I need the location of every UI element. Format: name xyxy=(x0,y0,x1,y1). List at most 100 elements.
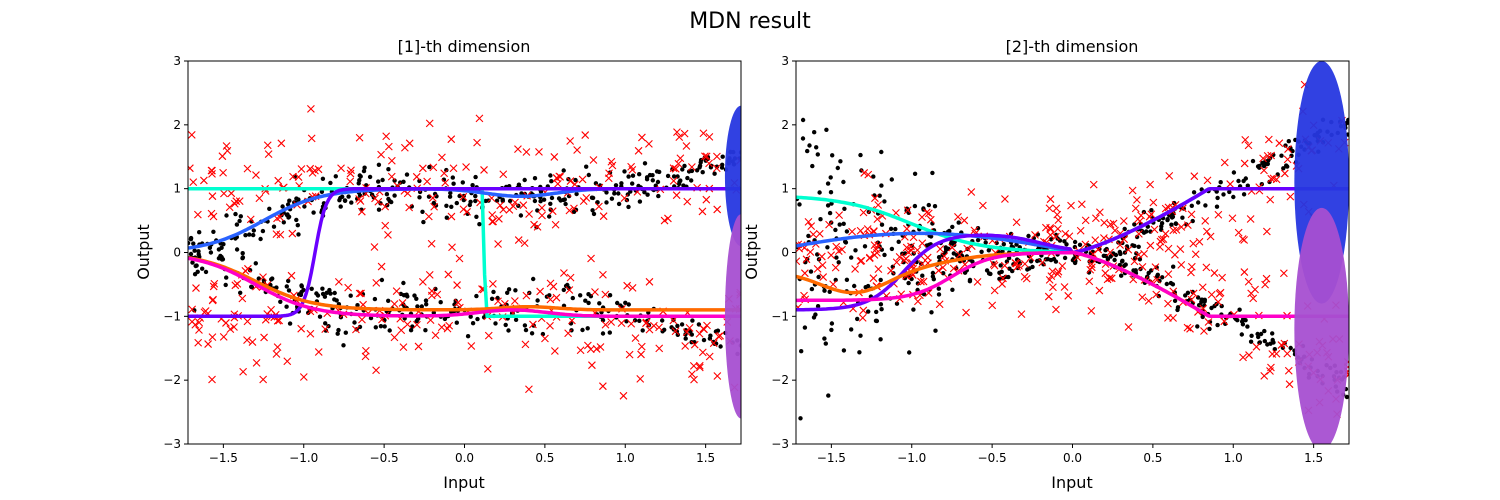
data-point xyxy=(224,275,229,280)
data-point xyxy=(529,331,535,336)
sample-point xyxy=(934,266,943,275)
data-point xyxy=(1344,120,1349,125)
data-point xyxy=(1175,307,1180,313)
data-point xyxy=(660,318,665,323)
data-point xyxy=(1241,178,1246,184)
sample-point xyxy=(680,129,689,138)
data-point xyxy=(715,328,721,333)
sample-point xyxy=(1207,290,1216,299)
data-point xyxy=(1262,338,1268,344)
data-point xyxy=(1134,234,1140,240)
sample-point xyxy=(1275,139,1284,148)
mixture-line xyxy=(188,186,741,319)
data-point xyxy=(941,271,946,276)
sample-point xyxy=(392,287,401,295)
data-point xyxy=(871,174,876,179)
x-tick-label: −1.0 xyxy=(289,451,318,465)
sample-point xyxy=(390,333,399,342)
sample-point xyxy=(299,373,308,381)
sample-point xyxy=(1131,204,1140,213)
data-point xyxy=(1072,239,1078,245)
sample-point xyxy=(1252,342,1261,351)
sample-point xyxy=(1277,341,1286,349)
sample-point xyxy=(307,134,316,143)
sample-point xyxy=(219,333,228,341)
data-point xyxy=(948,241,954,246)
sample-point xyxy=(218,152,227,161)
data-point xyxy=(1028,259,1034,264)
sample-point xyxy=(440,169,449,178)
sample-point xyxy=(699,129,708,138)
sample-point xyxy=(1053,210,1062,219)
sample-point xyxy=(1198,283,1207,292)
data-point xyxy=(827,289,832,294)
sample-point xyxy=(581,131,590,139)
sample-point xyxy=(660,216,669,225)
sample-point xyxy=(431,331,440,340)
sample-point xyxy=(255,194,264,203)
sample-point xyxy=(1220,158,1229,167)
data-point xyxy=(613,183,619,188)
sample-point xyxy=(210,279,219,288)
data-point xyxy=(1237,307,1242,312)
sample-point xyxy=(598,382,607,391)
sample-point xyxy=(337,164,345,173)
data-point xyxy=(192,248,197,253)
data-point xyxy=(196,249,201,254)
sample-point xyxy=(705,352,714,361)
sample-point xyxy=(892,258,901,267)
data-point xyxy=(637,172,642,177)
data-point xyxy=(207,245,213,250)
sample-point xyxy=(1111,226,1119,235)
sample-point xyxy=(1285,380,1294,389)
data-point xyxy=(1145,224,1151,229)
sample-point xyxy=(963,244,972,253)
sample-point xyxy=(220,189,228,198)
sample-point xyxy=(627,319,636,328)
data-point xyxy=(822,336,827,341)
sample-point xyxy=(1187,295,1196,304)
sample-point xyxy=(334,278,343,286)
y-tick-label: −1 xyxy=(163,309,181,323)
sample-point xyxy=(488,211,497,219)
data-point xyxy=(1270,331,1275,336)
sample-point xyxy=(902,224,911,233)
sample-point xyxy=(425,119,434,128)
data-point xyxy=(518,213,524,218)
sample-point xyxy=(1081,240,1090,249)
data-point xyxy=(362,191,367,196)
data-point xyxy=(882,199,887,204)
data-point xyxy=(1136,244,1141,249)
sample-point xyxy=(1189,289,1198,298)
data-point xyxy=(967,277,973,283)
sample-point xyxy=(195,318,204,327)
sample-point xyxy=(414,342,423,351)
figure-title: MDN result xyxy=(689,9,811,34)
sample-point xyxy=(809,230,818,239)
data-point xyxy=(1245,183,1251,188)
sample-point xyxy=(541,334,549,343)
sample-point xyxy=(200,176,208,185)
sample-point xyxy=(583,341,592,350)
y-axis-label: Output xyxy=(742,224,761,280)
data-point xyxy=(808,269,814,274)
data-point xyxy=(1144,229,1149,234)
data-point xyxy=(1215,195,1220,201)
sample-point xyxy=(1191,250,1200,259)
sample-point xyxy=(825,220,833,229)
data-point xyxy=(483,198,488,204)
data-point xyxy=(386,298,391,303)
data-point xyxy=(427,164,432,170)
sample-point xyxy=(418,164,427,173)
sample-point xyxy=(1146,241,1155,250)
data-point xyxy=(838,159,843,164)
data-point xyxy=(849,327,854,332)
sample-point xyxy=(1128,186,1137,195)
sample-point xyxy=(535,148,543,156)
data-point xyxy=(823,341,828,346)
sample-point xyxy=(454,298,462,307)
sample-point xyxy=(625,350,634,359)
sample-point xyxy=(989,260,998,268)
sample-point xyxy=(565,206,574,215)
data-point xyxy=(470,183,475,188)
